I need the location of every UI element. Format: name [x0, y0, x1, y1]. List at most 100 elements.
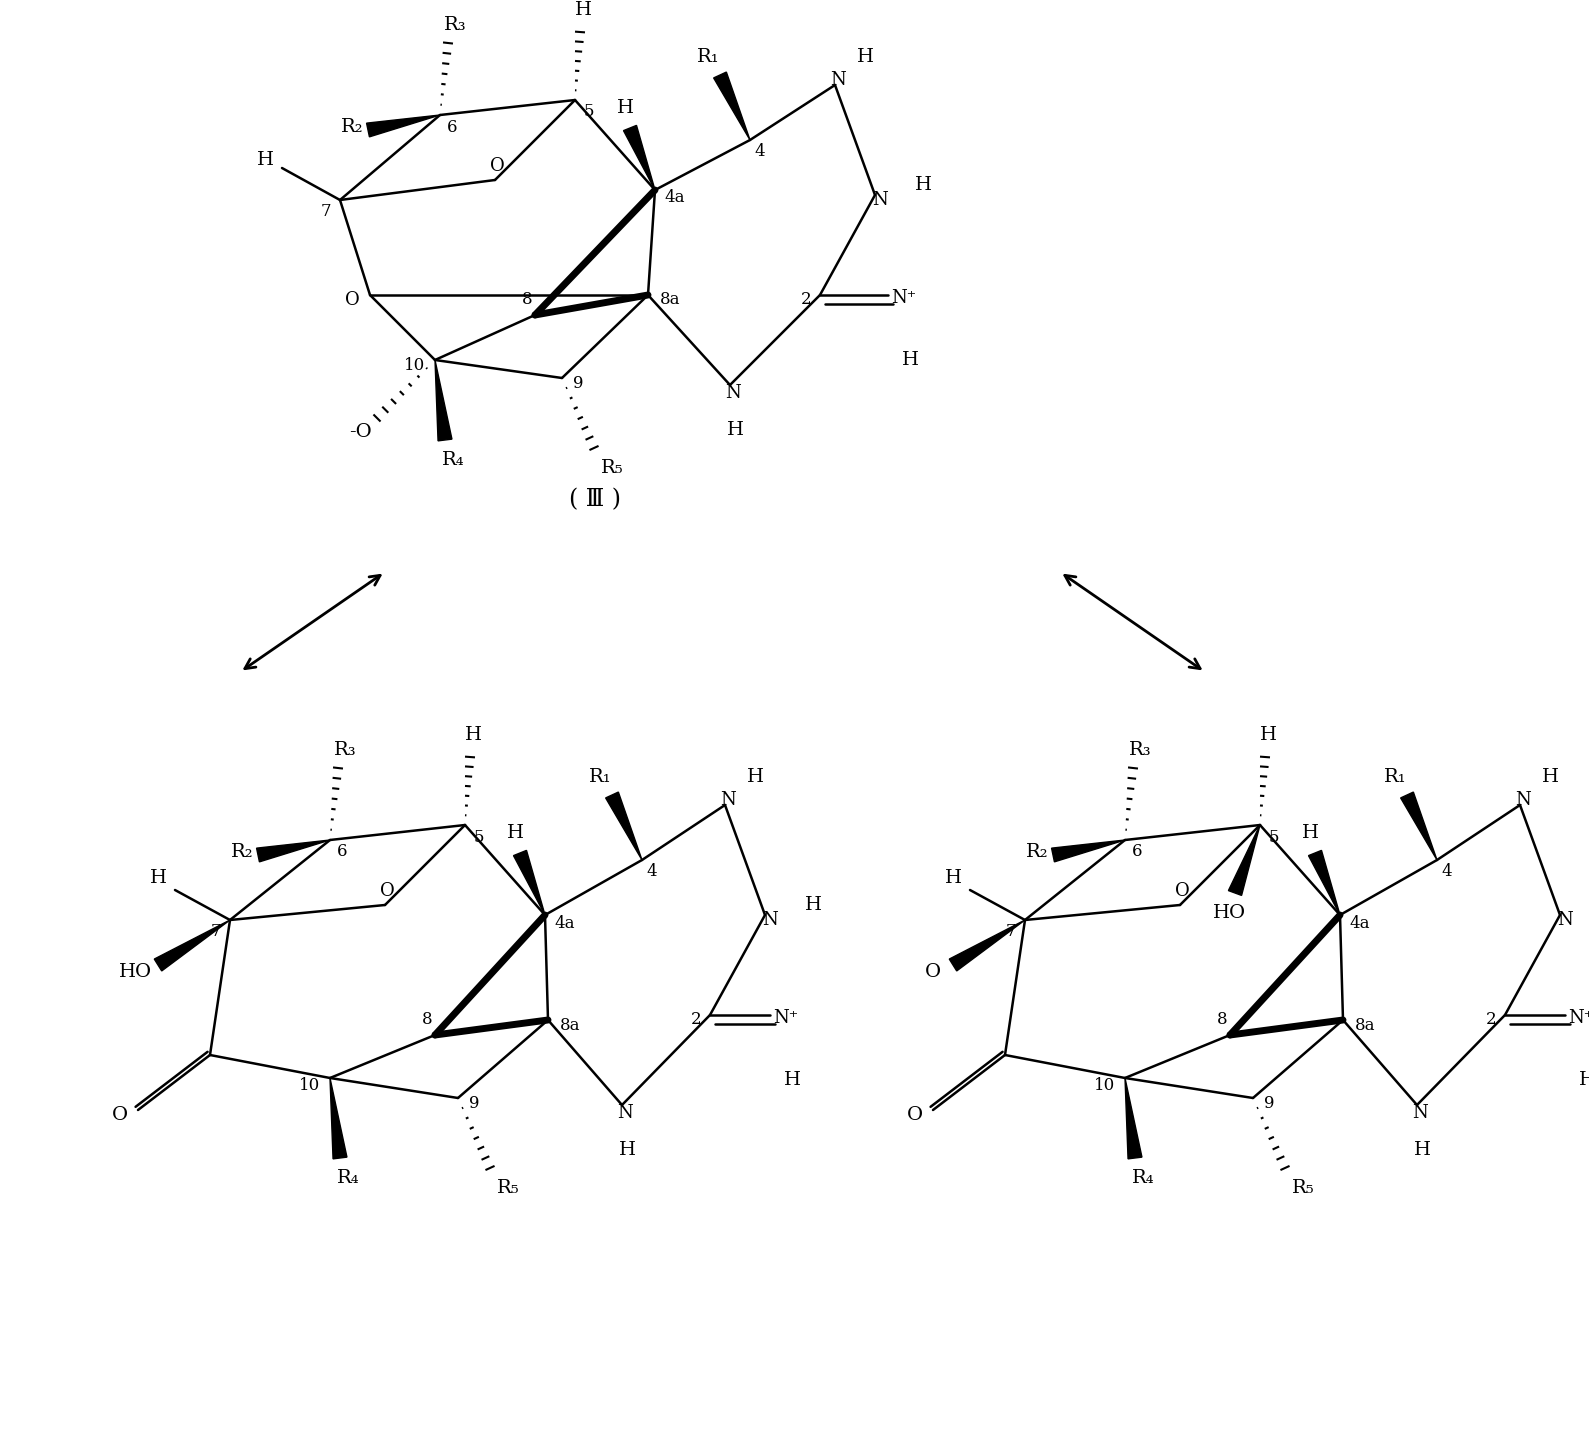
- Text: R₅: R₅: [601, 460, 623, 477]
- Text: H: H: [1260, 726, 1276, 744]
- Text: 8: 8: [521, 291, 532, 307]
- Text: H: H: [915, 176, 931, 195]
- Text: R₁: R₁: [588, 768, 612, 785]
- Polygon shape: [331, 1078, 346, 1159]
- Text: H: H: [1541, 768, 1559, 785]
- Text: H: H: [804, 896, 822, 914]
- Text: 8: 8: [421, 1010, 432, 1027]
- Text: 10: 10: [1095, 1078, 1115, 1095]
- Text: 6: 6: [337, 843, 348, 860]
- Text: 9: 9: [572, 375, 583, 392]
- Text: O: O: [925, 963, 941, 981]
- Text: N: N: [720, 791, 736, 808]
- Text: H: H: [256, 151, 273, 169]
- Text: H: H: [747, 768, 763, 785]
- Text: O: O: [1174, 882, 1190, 901]
- Text: 4: 4: [755, 144, 766, 160]
- Text: O: O: [907, 1107, 923, 1124]
- Text: 2: 2: [691, 1012, 701, 1029]
- Text: N: N: [1557, 911, 1573, 929]
- Text: H: H: [507, 824, 523, 842]
- Text: R₃: R₃: [334, 741, 356, 759]
- Text: 9: 9: [469, 1095, 480, 1111]
- Polygon shape: [256, 840, 331, 862]
- Text: R₅: R₅: [1292, 1179, 1314, 1197]
- Text: 5: 5: [474, 829, 485, 846]
- Text: O: O: [380, 882, 394, 901]
- Text: R₅: R₅: [497, 1179, 520, 1197]
- Text: H: H: [944, 869, 961, 888]
- Text: N⁺: N⁺: [891, 290, 917, 307]
- Text: 4a: 4a: [555, 915, 575, 931]
- Text: 10: 10: [299, 1078, 321, 1095]
- Text: H: H: [726, 421, 744, 440]
- Text: 7: 7: [1006, 924, 1017, 941]
- Text: N: N: [1413, 1104, 1429, 1123]
- Text: -O: -O: [348, 424, 372, 441]
- Text: R₃: R₃: [443, 16, 466, 35]
- Text: HO: HO: [1214, 904, 1246, 922]
- Text: 4a: 4a: [664, 190, 685, 206]
- Text: 8a: 8a: [1355, 1016, 1374, 1033]
- Text: R₁: R₁: [1384, 768, 1406, 785]
- Text: R₂: R₂: [1025, 843, 1049, 862]
- Text: 5: 5: [1268, 829, 1279, 846]
- Text: N⁺: N⁺: [774, 1009, 799, 1027]
- Text: H: H: [1578, 1071, 1589, 1089]
- Text: 8a: 8a: [659, 291, 680, 308]
- Polygon shape: [1228, 826, 1260, 895]
- Text: R₁: R₁: [696, 48, 720, 66]
- Text: 5: 5: [583, 104, 594, 121]
- Text: R₄: R₄: [1131, 1169, 1154, 1187]
- Text: N: N: [763, 911, 779, 929]
- Text: N: N: [829, 71, 845, 89]
- Text: N: N: [872, 192, 888, 209]
- Polygon shape: [367, 115, 440, 137]
- Text: O: O: [489, 157, 504, 174]
- Text: 2: 2: [801, 291, 812, 308]
- Polygon shape: [513, 850, 545, 915]
- Text: 8a: 8a: [559, 1016, 580, 1033]
- Text: 6: 6: [447, 118, 458, 135]
- Text: H: H: [1301, 824, 1319, 842]
- Polygon shape: [713, 72, 750, 140]
- Text: H: H: [783, 1071, 801, 1089]
- Text: H: H: [617, 99, 634, 117]
- Text: R₂: R₂: [230, 843, 253, 862]
- Text: 2: 2: [1486, 1012, 1497, 1029]
- Text: O: O: [345, 291, 359, 308]
- Text: 8: 8: [1217, 1010, 1227, 1027]
- Text: ( Ⅲ ): ( Ⅲ ): [569, 488, 621, 512]
- Text: R₄: R₄: [337, 1169, 359, 1187]
- Polygon shape: [605, 793, 642, 860]
- Text: N: N: [725, 383, 740, 402]
- Text: 4: 4: [1441, 863, 1452, 880]
- Text: R₃: R₃: [1128, 741, 1152, 759]
- Polygon shape: [1125, 1078, 1142, 1159]
- Text: H: H: [901, 352, 918, 369]
- Text: H: H: [575, 1, 591, 19]
- Text: H: H: [464, 726, 481, 744]
- Text: R₄: R₄: [442, 451, 464, 468]
- Text: 7: 7: [321, 203, 332, 220]
- Text: H: H: [856, 48, 874, 66]
- Text: N: N: [617, 1104, 632, 1123]
- Polygon shape: [154, 919, 230, 971]
- Text: 7: 7: [211, 924, 221, 941]
- Text: 4a: 4a: [1349, 915, 1370, 931]
- Polygon shape: [1052, 840, 1125, 862]
- Text: 4: 4: [647, 863, 658, 880]
- Polygon shape: [435, 360, 451, 441]
- Text: O: O: [111, 1107, 129, 1124]
- Polygon shape: [1400, 793, 1436, 860]
- Polygon shape: [1308, 850, 1340, 915]
- Polygon shape: [623, 125, 655, 190]
- Polygon shape: [949, 919, 1025, 971]
- Text: 9: 9: [1263, 1095, 1274, 1111]
- Text: HO: HO: [119, 963, 151, 981]
- Text: R₂: R₂: [340, 118, 364, 135]
- Text: H: H: [1414, 1141, 1430, 1159]
- Text: N: N: [1516, 791, 1530, 808]
- Text: 10: 10: [404, 356, 426, 373]
- Text: H: H: [149, 869, 167, 888]
